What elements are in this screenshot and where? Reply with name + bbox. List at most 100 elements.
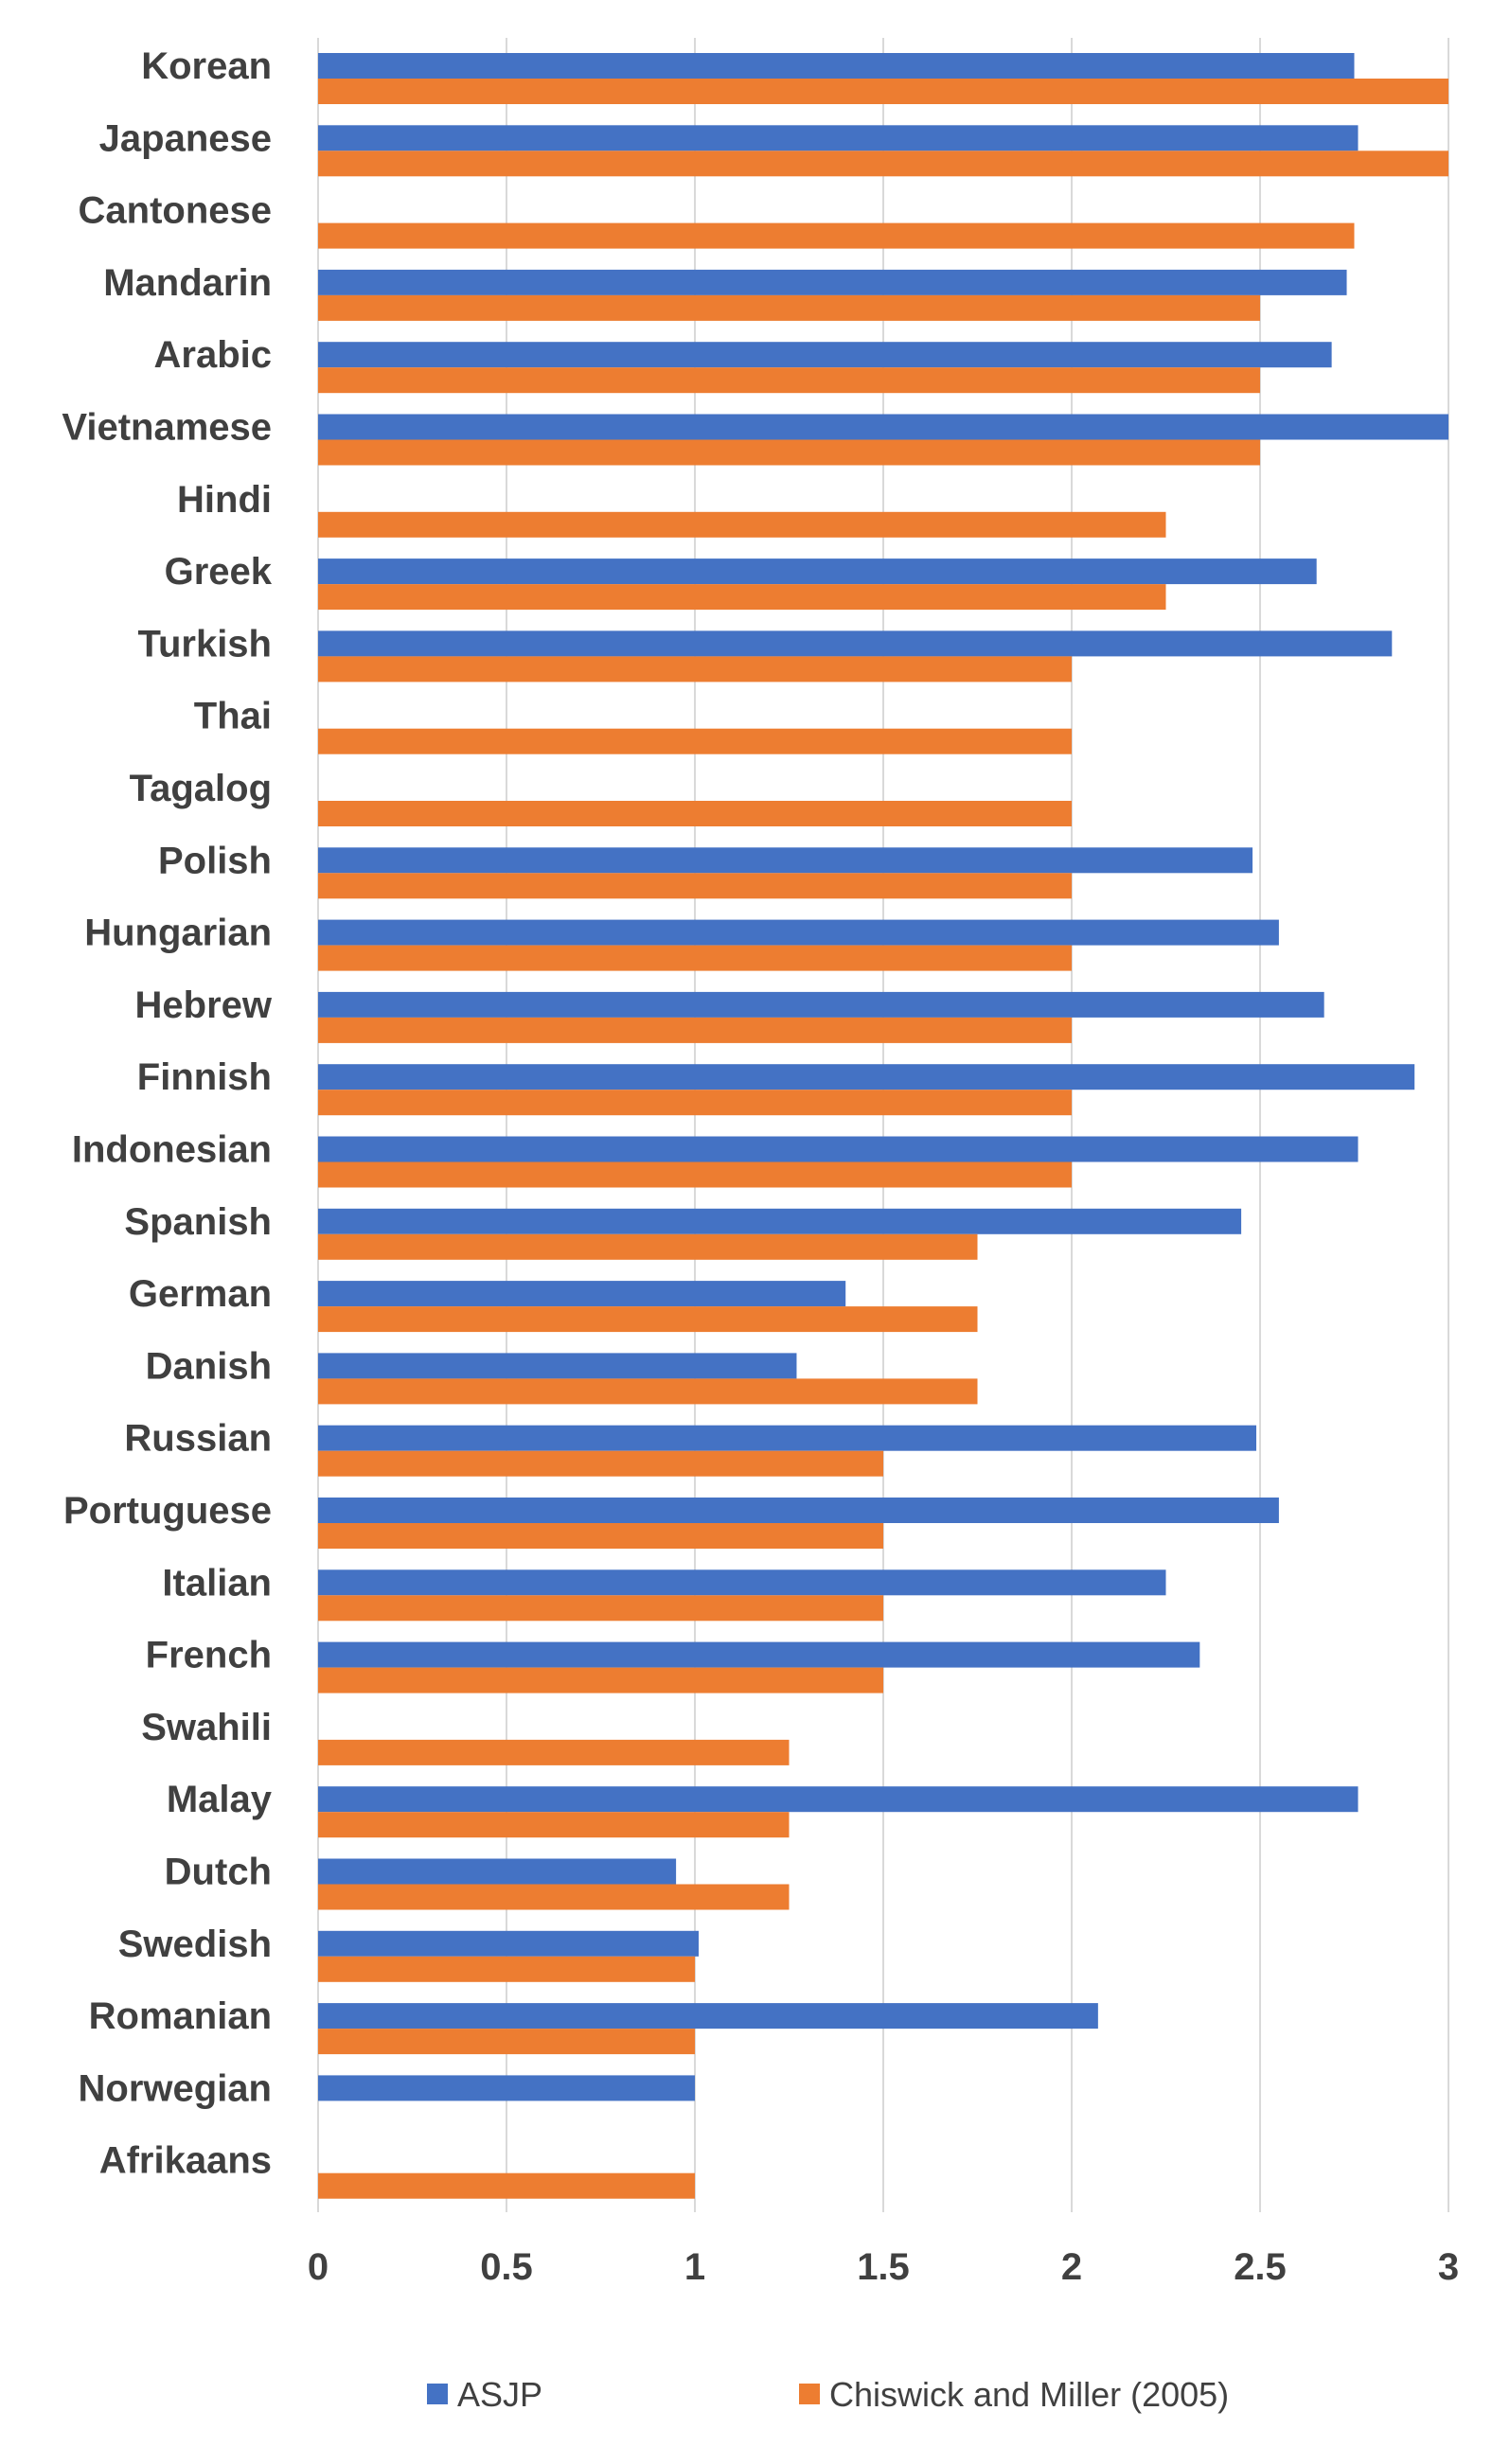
category-label-italian: Italian — [162, 1562, 272, 1604]
bar-chiswick-miller-indonesian — [318, 1161, 1072, 1188]
bar-chiswick-miller-swahili — [318, 1739, 790, 1765]
category-label-tagalog: Tagalog — [130, 768, 272, 809]
category-label-french: French — [146, 1635, 272, 1676]
bar-asjp-romanian — [318, 2003, 1098, 2030]
bar-asjp-indonesian — [318, 1136, 1359, 1162]
bar-asjp-mandarin — [318, 269, 1347, 295]
bar-chiswick-miller-afrikaans — [318, 2172, 695, 2199]
bar-chiswick-miller-hindi — [318, 511, 1166, 538]
bar-chiswick-miller-thai — [318, 728, 1072, 754]
bar-chiswick-miller-russian — [318, 1450, 883, 1477]
bar-chiswick-miller-polish — [318, 873, 1072, 899]
bar-asjp-greek — [318, 558, 1317, 585]
bar-asjp-french — [318, 1641, 1200, 1668]
bar-asjp-spanish — [318, 1208, 1242, 1234]
bar-chiswick-miller-turkish — [318, 656, 1072, 682]
bar-asjp-hungarian — [318, 919, 1279, 946]
bar-chiswick-miller-japanese — [318, 151, 1448, 177]
bar-asjp-hebrew — [318, 991, 1324, 1018]
bar-chiswick-miller-romanian — [318, 2029, 695, 2055]
bar-asjp-italian — [318, 1569, 1166, 1596]
category-label-hindi: Hindi — [177, 479, 272, 521]
legend-label-chiswick-miller: Chiswick and Miller (2005) — [829, 2375, 1229, 2414]
category-label-greek: Greek — [165, 551, 273, 593]
bar-chiswick-miller-swedish — [318, 1956, 695, 1982]
bar-asjp-malay — [318, 1786, 1359, 1813]
bar-chiswick-miller-greek — [318, 584, 1166, 611]
category-label-polish: Polish — [158, 840, 272, 881]
bar-chiswick-miller-cantonese — [318, 222, 1355, 249]
legend-label-asjp: ASJP — [457, 2375, 542, 2414]
bar-asjp-portuguese — [318, 1498, 1279, 1523]
legend-swatch-asjp — [427, 2384, 448, 2404]
bar-chiswick-miller-tagalog — [318, 801, 1072, 826]
category-label-cantonese: Cantonese — [79, 190, 273, 232]
x-tick-label-2-5: 2.5 — [1234, 2246, 1287, 2288]
bar-asjp-swedish — [318, 1930, 699, 1957]
bar-chiswick-miller-finnish — [318, 1090, 1072, 1116]
x-tick-label-2: 2 — [1061, 2246, 1082, 2288]
x-tick-label-1: 1 — [684, 2246, 705, 2288]
x-tick-label-1-5: 1.5 — [857, 2246, 910, 2288]
category-label-swahili: Swahili — [141, 1707, 272, 1748]
bar-chiswick-miller-danish — [318, 1378, 978, 1405]
category-label-thai: Thai — [194, 696, 272, 737]
bar-chiswick-miller-italian — [318, 1595, 883, 1622]
bar-asjp-finnish — [318, 1064, 1415, 1090]
category-label-vietnamese: Vietnamese — [62, 407, 272, 449]
category-label-german: German — [129, 1273, 272, 1315]
category-label-arabic: Arabic — [154, 334, 273, 376]
bar-chiswick-miller-vietnamese — [318, 439, 1260, 466]
category-label-romanian: Romanian — [89, 1995, 272, 2037]
bar-chiswick-miller-portuguese — [318, 1523, 883, 1549]
category-label-swedish: Swedish — [118, 1923, 272, 1965]
bar-chiswick-miller-french — [318, 1667, 883, 1693]
bar-chiswick-miller-malay — [318, 1812, 790, 1838]
category-label-malay: Malay — [167, 1779, 273, 1820]
bar-chiswick-miller-arabic — [318, 367, 1260, 394]
category-label-portuguese: Portuguese — [63, 1490, 272, 1532]
bar-chiswick-miller-mandarin — [318, 294, 1260, 321]
category-label-dutch: Dutch — [165, 1852, 272, 1893]
bars — [318, 53, 1448, 2199]
x-axis-tick-labels: 0 0.5 1 1.5 2 2.5 3 — [308, 2246, 1459, 2288]
x-tick-label-0-5: 0.5 — [480, 2246, 533, 2288]
x-tick-label-0: 0 — [308, 2246, 329, 2288]
bar-asjp-polish — [318, 847, 1253, 874]
category-label-norwegian: Norwegian — [79, 2067, 272, 2109]
category-label-finnish: Finnish — [137, 1056, 272, 1098]
bar-asjp-arabic — [318, 342, 1332, 368]
x-tick-label-3: 3 — [1438, 2246, 1459, 2288]
bar-asjp-danish — [318, 1353, 797, 1379]
gridlines — [317, 38, 1449, 2212]
bar-asjp-russian — [318, 1425, 1257, 1451]
category-label-russian: Russian — [124, 1418, 272, 1460]
bar-asjp-japanese — [318, 125, 1359, 151]
bar-asjp-german — [318, 1281, 846, 1307]
category-label-danish: Danish — [146, 1345, 272, 1387]
bar-asjp-korean — [318, 53, 1355, 79]
bar-chiswick-miller-korean — [318, 79, 1448, 104]
category-label-afrikaans: Afrikaans — [99, 2140, 272, 2182]
bar-chiswick-miller-dutch — [318, 1884, 790, 1910]
category-label-turkish: Turkish — [137, 623, 272, 665]
legend-swatch-chiswick-miller — [799, 2384, 820, 2404]
category-label-mandarin: Mandarin — [103, 262, 272, 304]
bar-asjp-vietnamese — [318, 414, 1448, 440]
bar-chiswick-miller-hungarian — [318, 945, 1072, 971]
bar-asjp-norwegian — [318, 2075, 695, 2101]
category-label-hebrew: Hebrew — [135, 984, 273, 1026]
bar-chiswick-miller-german — [318, 1306, 978, 1333]
category-labels: Korean Japanese Cantonese Mandarin Arabic Vie… — [62, 45, 273, 2182]
category-label-indonesian: Indonesian — [72, 1129, 272, 1171]
bar-asjp-dutch — [318, 1858, 677, 1885]
legend: ASJP Chiswick and Miller (2005) — [427, 2375, 1229, 2414]
category-label-spanish: Spanish — [124, 1201, 272, 1243]
bar-chiswick-miller-hebrew — [318, 1017, 1072, 1043]
category-label-hungarian: Hungarian — [84, 913, 272, 954]
bar-chiswick-miller-spanish — [318, 1233, 978, 1260]
category-label-japanese: Japanese — [99, 117, 272, 159]
bar-asjp-turkish — [318, 630, 1393, 657]
category-label-korean: Korean — [141, 45, 272, 87]
